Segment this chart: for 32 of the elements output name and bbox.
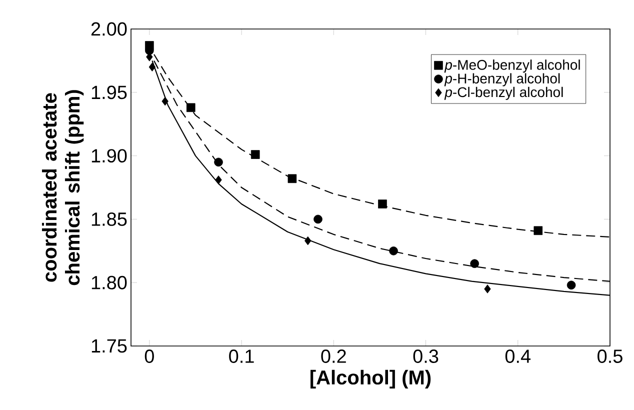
point (148, 62, 156, 72)
y-tick-label: 1.85 (92, 212, 127, 226)
x-tick-label: 0.2 (321, 350, 346, 363)
x-tick-label: 0.1 (229, 350, 254, 363)
point (162, 96, 168, 106)
point (250, 150, 260, 159)
point (534, 226, 543, 236)
x-tick-label: 0.4 (505, 350, 531, 363)
legend-label: p-H-benzyl alcohol (444, 73, 560, 86)
y-tick-label: 1.90 (92, 149, 127, 163)
x-tick-label: 0.3 (413, 350, 438, 363)
y-axis-title: coordinated acetate chemical shift (ppm) (42, 90, 84, 286)
point (566, 280, 576, 290)
point (215, 175, 222, 184)
point (314, 214, 322, 224)
point (378, 200, 387, 208)
legend-label: p-Cl-benzyl alcohol (444, 86, 563, 100)
x-tick-label: 0 (144, 350, 154, 363)
point (214, 158, 223, 167)
y-tick-label: 2.00 (91, 22, 127, 36)
legend-label: p-MeO-benzyl alcohol (444, 60, 580, 73)
point (484, 284, 491, 294)
y-tick-label: 1.80 (92, 276, 127, 290)
point (288, 174, 297, 184)
point (304, 236, 312, 246)
point (389, 246, 398, 256)
y-tick-label: 1.75 (92, 339, 127, 353)
point (186, 103, 196, 112)
point (470, 259, 479, 268)
x-tick-label: 0.5 (598, 350, 622, 363)
y-tick-label: 1.95 (92, 86, 127, 100)
x-axis-title: [Alcohol] (M) (310, 370, 431, 388)
